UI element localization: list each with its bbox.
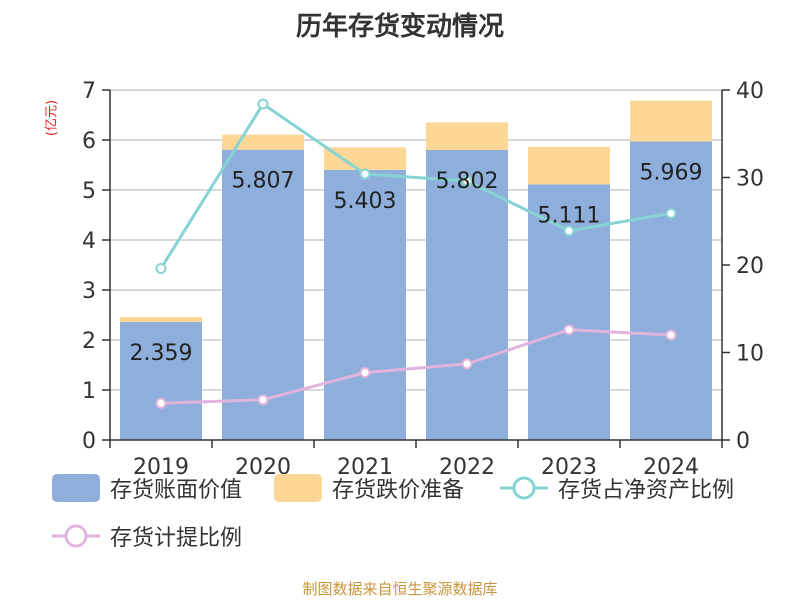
- legend-swatch-impairment: [274, 474, 322, 502]
- y-left-tick-label: 7: [82, 79, 96, 104]
- x-tick-label: 2023: [541, 455, 597, 480]
- y-left-tick-label: 0: [82, 429, 96, 454]
- line-provision-ratio: [160, 328, 672, 405]
- legend-label-impairment: 存货跌价准备: [332, 478, 465, 503]
- legend-item-book-value[interactable]: 存货账面价值: [52, 473, 242, 503]
- y-left-tick-label: 4: [82, 229, 96, 254]
- bar-impairment: [426, 122, 508, 150]
- line-net-asset-ratio-point: [155, 263, 167, 274]
- bar-impairment: [324, 147, 406, 170]
- legend-label-net-asset-ratio: 存货占净资产比例: [558, 478, 735, 503]
- bar-value-label: 5.111: [538, 203, 601, 228]
- line-net-asset-ratio-point: [257, 98, 269, 110]
- y-right-tick-label: 40: [736, 79, 764, 104]
- line-net-asset-ratio-point: [563, 225, 575, 237]
- bar-value-label: 5.802: [436, 169, 499, 194]
- line-net-asset-ratio-point: [461, 175, 473, 187]
- x-tick-label: 2022: [439, 455, 495, 480]
- y-right-tick-label: 0: [736, 429, 750, 454]
- line-provision-ratio-point: [359, 367, 371, 379]
- bar-book-value: [630, 141, 712, 441]
- bar-value-label: 5.807: [232, 169, 295, 194]
- legend-item-impairment[interactable]: 存货跌价准备: [274, 473, 464, 503]
- y-left-tick-label: 5: [82, 179, 96, 204]
- bar-value-label: 2.359: [130, 341, 193, 366]
- legend-item-provision-ratio[interactable]: 存货计提比例: [52, 521, 242, 551]
- x-tick-label: 2019: [133, 455, 189, 480]
- legend-swatch-net-asset-ratio: [500, 476, 548, 500]
- y-left-tick-label: 1: [82, 379, 96, 404]
- line-provision-ratio-point: [665, 329, 677, 341]
- bar-value-label: 5.403: [334, 189, 397, 214]
- line-provision-ratio-point: [563, 324, 575, 336]
- line-net-asset-ratio: [159, 101, 672, 270]
- y-left-tick-label: 6: [82, 129, 96, 154]
- y-left-tick-label: 3: [82, 279, 96, 304]
- legend-label-book-value: 存货账面价值: [110, 478, 243, 503]
- line-net-asset-ratio-point: [359, 168, 371, 180]
- y-left-tick-label: 2: [82, 329, 96, 354]
- x-tick-label: 2021: [337, 455, 393, 480]
- line-provision-ratio-point: [155, 397, 167, 409]
- chart-title: 历年存货变动情况: [295, 12, 504, 42]
- bar-book-value: [120, 322, 202, 440]
- bar-impairment: [630, 100, 712, 142]
- y-right-tick-label: 20: [736, 254, 764, 279]
- legend-label-provision-ratio: 存货计提比例: [110, 526, 243, 551]
- line-provision-ratio-point: [257, 394, 269, 406]
- bar-impairment: [222, 134, 304, 150]
- legend-item-net-asset-ratio[interactable]: 存货占净资产比例: [500, 473, 734, 503]
- bar-value-label: 5.969: [640, 161, 703, 186]
- source-note: 制图数据来自恒生聚源数据库: [302, 580, 498, 598]
- bar-book-value: [426, 149, 508, 440]
- line-provision-ratio-point: [461, 358, 473, 370]
- y-right-tick-label: 30: [736, 167, 764, 192]
- bar-book-value: [324, 169, 406, 440]
- bar-impairment: [120, 317, 202, 323]
- legend-swatch-provision-ratio: [52, 524, 100, 548]
- y-right-tick-label: 10: [736, 342, 764, 367]
- legend: 存货账面价值 存货跌价准备 存货占净资产比例 存货计提比例: [0, 468, 800, 558]
- bar-impairment: [528, 146, 610, 185]
- legend-swatch-book-value: [52, 474, 100, 502]
- x-tick-label: 2024: [643, 455, 699, 480]
- line-net-asset-ratio-point: [665, 207, 677, 219]
